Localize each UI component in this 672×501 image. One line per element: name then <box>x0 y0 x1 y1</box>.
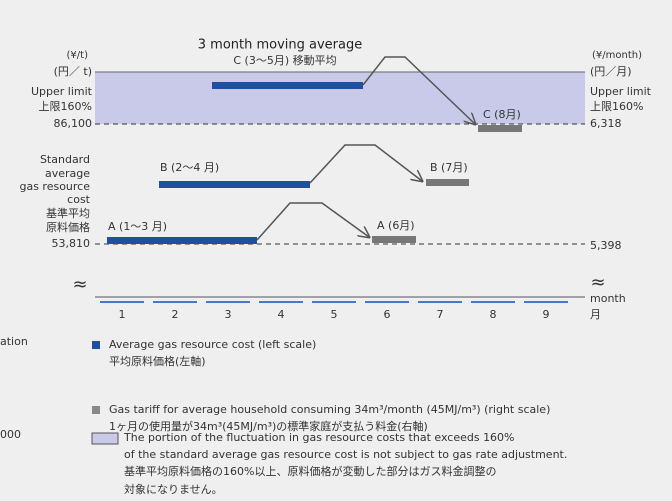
month-label: 4 <box>278 308 285 321</box>
legend-text: 1ヶ月の使用量が34m³(45MJ/m³)の標準家庭が支払う料金(右軸) <box>109 419 428 433</box>
unit: (¥/t) <box>67 50 89 61</box>
label: 上限160% <box>590 100 643 113</box>
title: 3 month moving average <box>198 38 363 53</box>
label: Standard <box>40 153 90 166</box>
tariff-c <box>478 125 522 132</box>
label: cost <box>67 193 91 206</box>
month-label: 3 <box>225 308 232 321</box>
label: 原料価格 <box>46 220 90 234</box>
month-label: 7 <box>437 308 444 321</box>
cropped-text: ation <box>0 335 28 348</box>
value: 6,318 <box>590 117 622 130</box>
legend-text: 対象になりません。 <box>124 482 223 496</box>
unit: (円／ t) <box>54 65 92 78</box>
label: gas resource <box>19 180 90 193</box>
month-label: 1 <box>119 308 126 321</box>
label: average <box>45 167 90 180</box>
legend-text: Gas tariff for average household consumi… <box>109 403 550 416</box>
month-label: 8 <box>490 308 497 321</box>
value: 86,100 <box>54 117 93 130</box>
label: Upper limit <box>590 85 652 98</box>
label: C (3〜5月) 移動平均 <box>233 53 336 67</box>
tariff-b <box>426 179 469 186</box>
legend-text: of the standard average gas resource cos… <box>124 448 567 461</box>
label: A (6月) <box>377 219 415 232</box>
cropped-text: 000 <box>0 428 21 441</box>
bar-b <box>159 181 310 188</box>
month-label: 6 <box>384 308 391 321</box>
month-label: 2 <box>172 308 179 321</box>
tariff-bars <box>372 125 522 243</box>
label: 基準平均 <box>46 206 90 220</box>
arrows <box>256 56 475 241</box>
value: 53,810 <box>52 237 91 250</box>
upper-band <box>95 72 585 124</box>
legend-text: The portion of the fluctuation in gas re… <box>123 431 515 444</box>
label: 上限160% <box>39 100 92 113</box>
legend-text: Average gas resource cost (left scale) <box>109 338 316 351</box>
label: B (2〜4 月) <box>160 161 219 174</box>
label: Upper limit <box>31 85 93 98</box>
arrow-a <box>256 202 369 241</box>
break: ≈ <box>590 272 605 293</box>
bar-a <box>107 237 257 244</box>
legend-swatch <box>92 406 100 414</box>
legend-text: 平均原料価格(左軸) <box>109 354 206 368</box>
label: B (7月) <box>430 161 468 174</box>
avg-bars <box>107 82 363 244</box>
month-label: 9 <box>543 308 550 321</box>
label: C (8月) <box>483 108 521 121</box>
unit: (円／月) <box>590 65 632 78</box>
bar-c <box>212 82 363 89</box>
month-label: 5 <box>331 308 338 321</box>
unit: (¥/month) <box>592 50 642 61</box>
unit: month <box>590 292 626 305</box>
break: ≈ <box>72 274 87 295</box>
value: 5,398 <box>590 239 622 252</box>
legend-swatch <box>92 341 100 349</box>
legend-swatch <box>91 432 119 445</box>
label: A (1〜3 月) <box>108 220 167 233</box>
unit: 月 <box>590 308 601 321</box>
arrow-b <box>309 144 422 184</box>
arrow-c <box>362 56 475 124</box>
legend-text: 基準平均原料価格の160%以上、原料価格が変動した部分はガス料金調整の <box>124 464 496 478</box>
tariff-a <box>372 236 416 243</box>
